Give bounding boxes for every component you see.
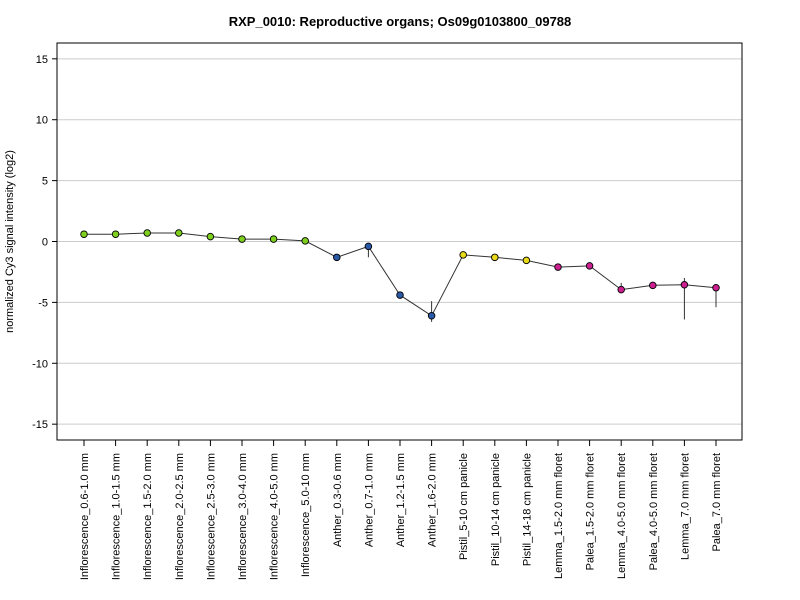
x-tick-label: Anther_0.3-0.6 mm xyxy=(332,453,344,547)
x-tick-label: Pistil_10-14 cm panicle xyxy=(490,453,502,566)
x-tick-label: Palea_4.0-5.0 mm floret xyxy=(648,453,660,570)
y-tick-label: -5 xyxy=(38,297,48,309)
y-axis: 15 10 5 0 -5 -10 -15 xyxy=(32,54,57,431)
x-tick-label: Palea_7.0 mm floret xyxy=(711,453,723,551)
data-point xyxy=(396,291,404,299)
x-tick-label: Pistil_14-18 cm panicle xyxy=(521,453,533,566)
y-tick-label: 0 xyxy=(42,237,48,249)
x-axis: Inflorescence_0.6-1.0 mm Inflorescence_1.… xyxy=(79,440,723,580)
data-point xyxy=(712,284,720,292)
x-tick-label: Anther_1.2-1.5 mm xyxy=(395,453,407,547)
y-tick-label: 10 xyxy=(36,115,48,127)
x-tick-label: Inflorescence_1.0-1.5 mm xyxy=(111,453,123,580)
x-tick-label: Inflorescence_5.0-10 mm xyxy=(300,453,312,577)
y-tick-label: 5 xyxy=(42,176,48,188)
x-tick-label: Lemma_7.0 mm floret xyxy=(679,453,691,560)
x-tick-label: Inflorescence_4.0-5.0 mm xyxy=(269,453,281,580)
data-point xyxy=(301,237,309,245)
data-point xyxy=(427,312,436,320)
x-tick-label: Lemma_1.5-2.0 mm floret xyxy=(553,453,565,579)
x-tick-label: Inflorescence_2.0-2.5 mm xyxy=(174,453,186,580)
data-point xyxy=(554,263,562,271)
data-point xyxy=(238,235,246,243)
x-tick-label: Inflorescence_2.5-3.0 mm xyxy=(205,453,217,580)
grid-lines xyxy=(57,58,742,425)
x-tick-label: Pistil_5-10 cm panicle xyxy=(458,453,470,560)
x-tick-label: Inflorescence_0.6-1.0 mm xyxy=(79,453,91,580)
data-point xyxy=(617,285,625,294)
data-point xyxy=(111,230,120,238)
data-point xyxy=(269,235,278,243)
x-tick-label: Anther_0.7-1.0 mm xyxy=(363,453,375,547)
data-point xyxy=(459,251,467,259)
data-point xyxy=(175,229,183,237)
data-point xyxy=(522,256,531,265)
y-tick-label: 15 xyxy=(36,54,48,66)
x-tick-label: Lemma_4.0-5.0 mm floret xyxy=(616,453,628,579)
series-line xyxy=(84,232,717,317)
x-tick-label: Anther_1.6-2.0 mm xyxy=(427,453,439,547)
error-bars xyxy=(83,231,717,322)
data-point xyxy=(491,253,499,262)
data-point xyxy=(206,232,215,241)
y-axis-label: normalized Cy3 signal intensity (log2) xyxy=(4,150,16,333)
x-tick-label: Inflorescence_1.5-2.0 mm xyxy=(142,453,154,580)
x-tick-label: Inflorescence_3.0-4.0 mm xyxy=(237,453,249,580)
data-point xyxy=(649,281,657,290)
x-tick-label: Palea_1.5-2.0 mm floret xyxy=(585,453,597,570)
data-point xyxy=(80,230,88,238)
y-tick-label: -10 xyxy=(32,358,48,370)
plot-frame xyxy=(56,42,743,441)
data-point xyxy=(364,242,373,251)
data-points xyxy=(80,229,720,320)
data-point xyxy=(680,280,689,289)
data-point xyxy=(333,253,341,262)
data-point xyxy=(585,262,594,270)
chart-title: RXP_0010: Reproductive organs; Os09g0103… xyxy=(229,14,572,29)
y-tick-label: -15 xyxy=(32,419,48,431)
data-point xyxy=(143,229,151,237)
